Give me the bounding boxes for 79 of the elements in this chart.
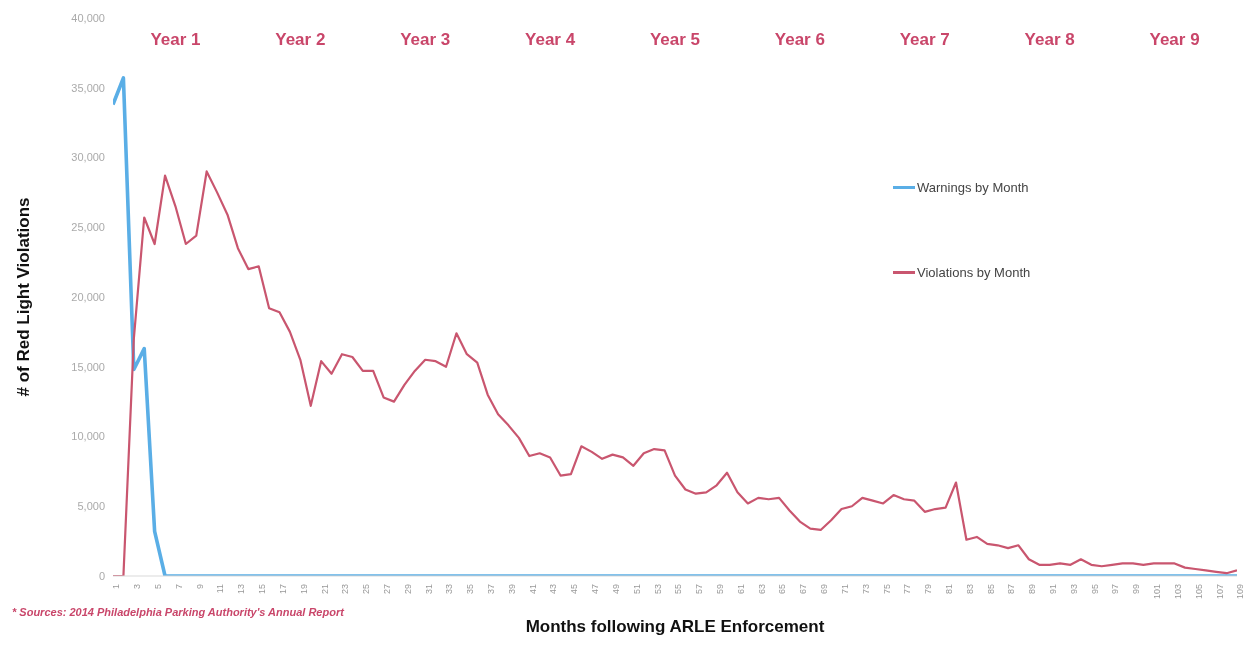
x-tick-label: 31	[423, 584, 434, 595]
line-series	[113, 76, 1237, 576]
x-tick-label: 15	[257, 584, 268, 595]
annotation: Year 5	[648, 30, 702, 50]
x-tick-label: 23	[340, 584, 351, 595]
x-tick-label: 85	[985, 584, 996, 595]
x-axis-title: Months following ARLE Enforcement	[525, 617, 825, 636]
x-tick-label: 97	[1110, 584, 1121, 595]
x-tick-label: 57	[694, 584, 705, 595]
x-tick-label: 25	[361, 584, 372, 595]
x-tick-label: 3	[132, 584, 143, 590]
y-tick-label: 10,000	[71, 430, 105, 443]
x-tick-label: 39	[506, 584, 517, 595]
x-tick-label: 95	[1089, 584, 1100, 595]
x-tick-label: 53	[652, 584, 663, 595]
x-tick-label: 81	[943, 584, 954, 595]
x-tick-label: 7	[173, 584, 184, 590]
x-tick-label: 13	[236, 584, 247, 595]
x-tick-label: 21	[319, 584, 330, 595]
x-tick-label: 37	[486, 584, 497, 595]
x-tick-label: 65	[777, 584, 788, 595]
annotation: Year 1	[149, 30, 202, 50]
y-tick-label: 25,000	[71, 221, 105, 234]
y-tick-label: 35,000	[71, 81, 105, 94]
x-tick-label: 41	[527, 584, 538, 595]
annotation: Year 9	[1148, 30, 1201, 50]
x-tick-label: 55	[673, 584, 684, 595]
x-tick-label: 99	[1131, 584, 1142, 595]
x-tick-label: 87	[1006, 584, 1017, 595]
text: * Sources: 2014 Philadelphia Parking Authority's Annual Report	[12, 606, 344, 618]
x-tick-label: 49	[610, 584, 621, 595]
x-tick-label: 93	[1068, 584, 1079, 595]
y-axis-title: # of Red Light Violations	[14, 197, 34, 397]
x-tick-label: 11	[215, 584, 226, 594]
x-tick-label: 19	[298, 584, 309, 595]
y-tick-label: 30,000	[71, 151, 105, 164]
x-tick-label: 1	[111, 584, 122, 590]
y-tick-label: 15,000	[71, 360, 105, 373]
x-tick-label: 59	[715, 584, 726, 595]
x-tick-label: 91	[1048, 584, 1059, 595]
x-tick-label: 73	[860, 584, 871, 595]
annotation: Year 2	[274, 30, 327, 50]
annotation: Year 3	[399, 30, 452, 50]
x-tick-label: 43	[548, 584, 559, 595]
x-tick-label: 107	[1214, 584, 1225, 600]
legend-label: Violations by Month	[917, 265, 1031, 280]
x-tick-label: 109	[1235, 584, 1246, 600]
x-tick-label: 89	[1027, 584, 1038, 595]
y-tick-label: 0	[98, 569, 105, 582]
x-tick-label: 75	[881, 584, 892, 595]
x-tick-label: 33	[444, 584, 455, 595]
x-tick-label: 45	[569, 584, 580, 595]
x-tick-label: 47	[590, 584, 601, 595]
x-tick-label: 103	[1172, 584, 1183, 600]
x-tick-label: 69	[819, 584, 830, 595]
x-tick-label: 27	[381, 584, 392, 595]
x-tick-label: 71	[839, 584, 850, 595]
x-tick-label: 79	[923, 584, 934, 595]
x-tick-label: 101	[1152, 584, 1163, 600]
x-tick-label: 105	[1193, 584, 1204, 600]
annotation: Year 8	[1023, 30, 1076, 50]
annotation: Year 6	[773, 30, 826, 50]
x-tick-label: 5	[153, 584, 164, 590]
x-tick-label: 9	[194, 584, 205, 590]
x-tick-label: 35	[465, 584, 476, 595]
legend-label: Warnings by Month	[917, 180, 1029, 195]
x-tick-label: 67	[798, 584, 809, 595]
x-tick-label: 29	[402, 584, 413, 595]
annotation: Year 4	[524, 30, 577, 50]
x-tick-label: 17	[277, 584, 288, 595]
x-tick-label: 51	[631, 584, 642, 595]
y-tick-label: 20,000	[71, 290, 105, 303]
x-tick-label: 63	[756, 584, 767, 595]
x-tick-label: 83	[964, 584, 975, 595]
x-tick-label: 77	[902, 584, 913, 595]
x-tick-label: 61	[735, 584, 746, 595]
annotation: Year 7	[898, 30, 951, 50]
y-tick-label: 40,000	[71, 11, 105, 24]
y-tick-label: 5,000	[77, 500, 105, 513]
